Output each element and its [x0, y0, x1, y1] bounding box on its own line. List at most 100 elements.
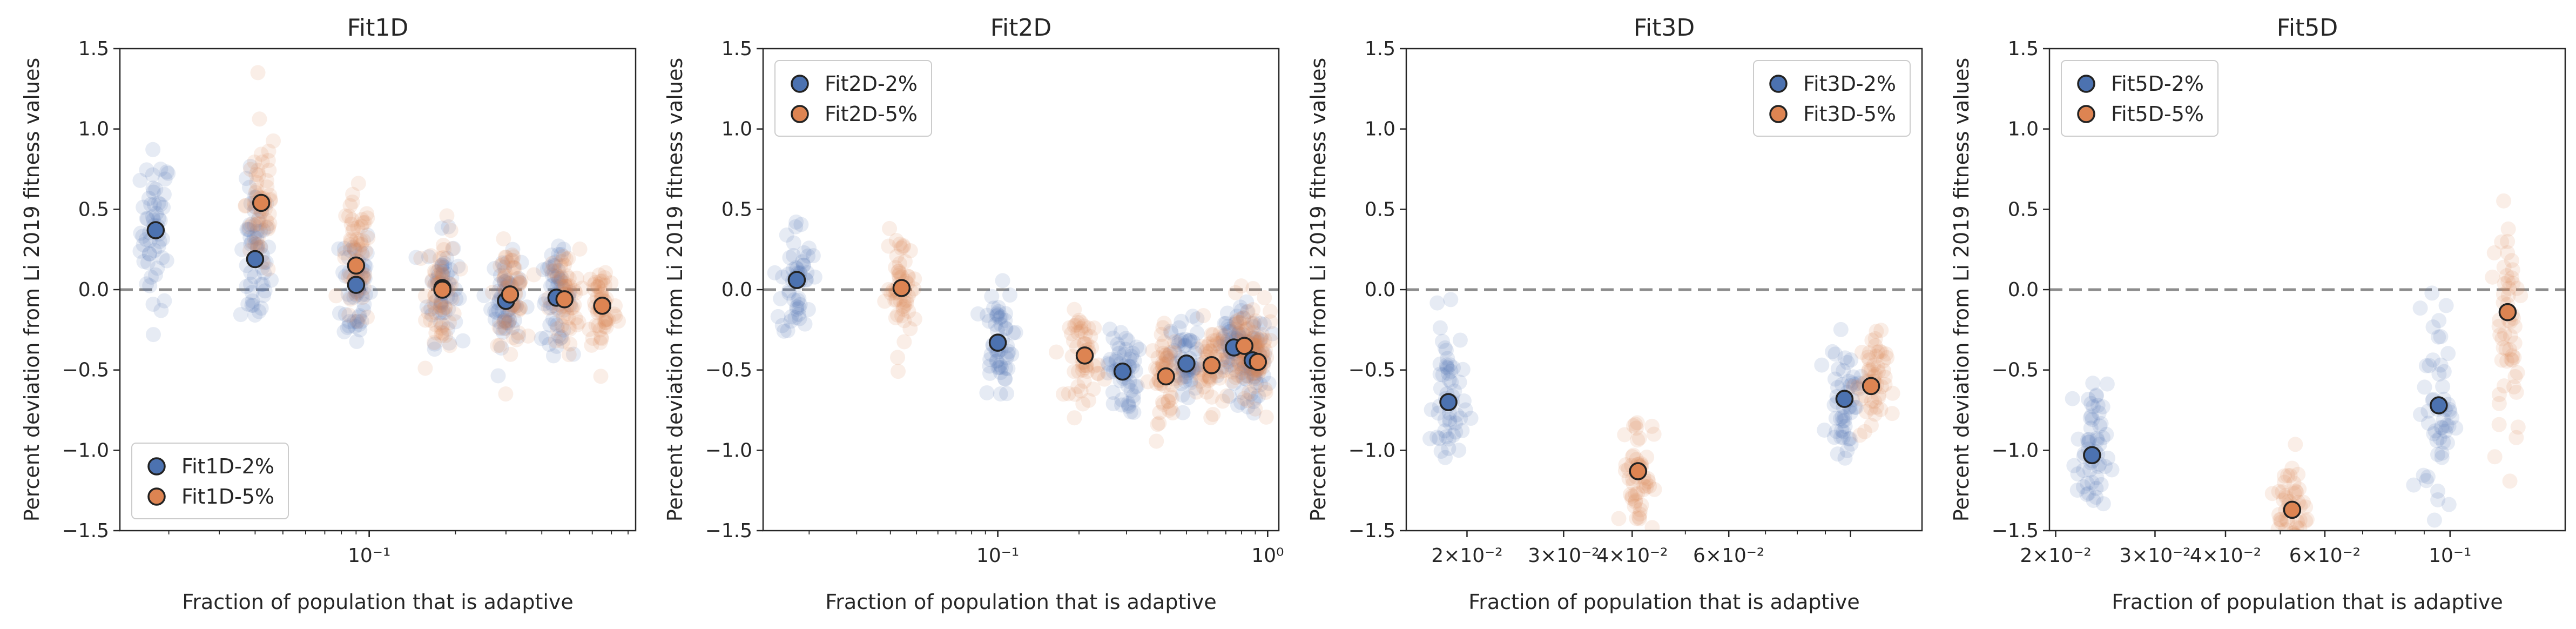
replicate-point — [2412, 300, 2428, 316]
replicate-point — [249, 238, 265, 254]
y-axis-label: Percent deviation from Li 2019 fitness v… — [1306, 58, 1330, 521]
replicate-point — [997, 371, 1013, 386]
replicate-point — [1218, 359, 1234, 375]
replicate-point — [990, 360, 1006, 376]
replicate-point — [497, 249, 513, 265]
replicate-point — [1067, 364, 1082, 379]
replicate-point — [1230, 367, 1246, 383]
replicate-point — [1163, 387, 1178, 403]
replicate-point — [434, 259, 449, 275]
replicate-point — [1611, 511, 1627, 526]
replicate-point — [1439, 359, 1454, 375]
replicate-point — [789, 302, 805, 317]
replicate-point — [2424, 285, 2440, 301]
replicate-point — [569, 270, 584, 286]
replicate-point — [1867, 406, 1883, 422]
replicate-point — [354, 212, 370, 227]
replicate-point — [1852, 427, 1868, 443]
replicate-point — [586, 277, 602, 292]
replicate-point — [2412, 407, 2428, 423]
replicate-point — [1878, 346, 1894, 362]
panel-fit2d: −1.5 −1.0 −0.5 0.0 0.5 1.0 1.5 10⁻¹ 10⁰ Fit2D Frac… — [663, 14, 1284, 614]
replicate-point — [2498, 341, 2514, 357]
replicate-point — [1100, 355, 1116, 371]
replicate-point — [562, 336, 578, 352]
replicate-point — [1155, 394, 1170, 410]
replicate-point — [2433, 329, 2449, 345]
replicate-point — [436, 256, 452, 271]
replicate-point — [1201, 373, 1217, 389]
replicate-point — [551, 238, 567, 254]
replicate-point — [1073, 320, 1089, 336]
replicate-point — [997, 371, 1013, 387]
replicate-point — [349, 333, 365, 349]
replicate-point — [608, 309, 623, 324]
replicate-point — [248, 216, 264, 232]
replicate-point — [2425, 319, 2441, 335]
replicate-point — [1163, 323, 1178, 339]
replicate-point — [2509, 280, 2525, 296]
replicate-point — [435, 305, 451, 321]
replicate-point — [2494, 331, 2510, 346]
replicate-point — [441, 302, 456, 317]
replicate-point — [2085, 412, 2100, 427]
replicate-point — [1863, 363, 1879, 378]
replicate-point — [441, 219, 456, 235]
replicate-point — [598, 312, 614, 327]
y-tick-label: −1.5 — [1992, 520, 2039, 542]
replicate-point — [487, 303, 503, 319]
replicate-point — [1064, 349, 1080, 364]
replicate-point — [1437, 423, 1453, 439]
replicate-point — [2435, 420, 2450, 436]
replicate-point — [1445, 427, 1461, 443]
replicate-point — [149, 205, 164, 221]
replicate-point — [494, 340, 509, 356]
replicate-point — [493, 276, 508, 292]
replicate-point — [1090, 365, 1105, 381]
replicate-point — [418, 312, 434, 328]
replicate-point — [1212, 336, 1228, 351]
replicate-point — [1152, 405, 1168, 420]
replicate-point — [597, 270, 612, 285]
replicate-point — [250, 163, 266, 178]
replicate-point — [1827, 371, 1843, 387]
replicate-point — [511, 325, 527, 341]
replicate-point — [791, 291, 807, 306]
replicate-point — [1228, 322, 1244, 337]
replicate-point — [443, 262, 458, 278]
replicate-point — [332, 305, 347, 321]
replicate-point — [1189, 325, 1205, 341]
replicate-point — [1183, 372, 1199, 388]
replicate-point — [2502, 473, 2518, 489]
y-tick-label: −1.0 — [1348, 439, 1395, 461]
replicate-point — [434, 266, 449, 282]
replicate-point — [1239, 368, 1255, 384]
replicate-point — [1209, 336, 1225, 352]
replicate-point — [360, 309, 375, 325]
replicate-point — [1167, 345, 1183, 361]
replicate-point — [882, 220, 898, 236]
replicate-point — [2099, 426, 2114, 442]
replicate-point — [2270, 521, 2286, 531]
replicate-point — [2088, 388, 2104, 404]
replicate-point — [427, 334, 442, 350]
y-tick-label: −1.0 — [1992, 439, 2039, 461]
replicate-point — [1205, 327, 1221, 343]
replicate-point — [2280, 468, 2296, 484]
replicate-point — [1440, 360, 1455, 376]
replicate-point — [1246, 319, 1262, 334]
replicate-point — [1864, 393, 1879, 409]
replicate-point — [509, 332, 524, 347]
replicate-point — [496, 271, 511, 287]
replicate-point — [250, 230, 266, 246]
replicate-point — [1247, 379, 1263, 394]
replicate-point — [1229, 359, 1245, 374]
replicate-point — [800, 248, 816, 264]
replicate-point — [1617, 427, 1633, 443]
replicate-point — [253, 216, 268, 232]
y-tick-label: 0.0 — [2008, 279, 2039, 301]
legend-marker — [147, 457, 166, 476]
legend-box — [774, 60, 932, 137]
replicate-point — [347, 242, 362, 258]
replicate-point — [2273, 512, 2289, 527]
